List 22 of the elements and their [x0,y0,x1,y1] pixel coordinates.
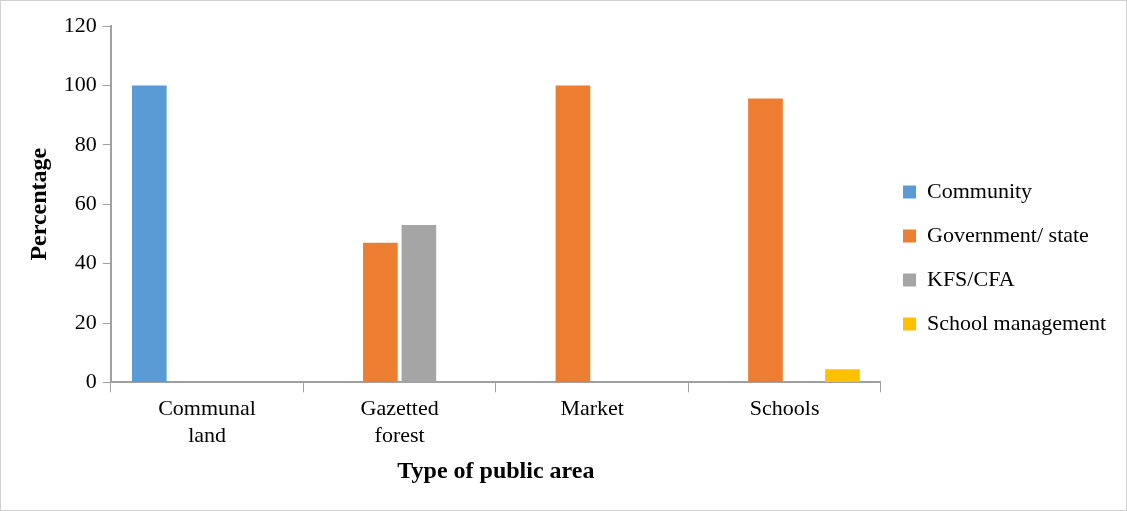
bar [131,85,167,382]
y-axis-title: Percentage [24,147,51,261]
y-tick-label: 60 [74,189,97,215]
bar [363,242,398,382]
x-axis-title: Type of public area [397,456,595,483]
x-tick-label: Gazetted forest [360,395,439,447]
x-tick-label: Market [560,395,624,421]
x-tick-label: Schools [749,395,820,421]
y-tick-label: 40 [74,249,97,275]
legend-label: School management [926,309,1107,335]
x-tick-label: Communal land [158,395,256,447]
bar [555,85,591,382]
legend-label: Community [926,177,1033,203]
bar [825,369,860,382]
legend-label: Government/ state [926,221,1089,247]
y-tick-label: 100 [63,71,97,97]
y-tick-label: 120 [63,11,97,37]
y-tick-label: 0 [85,368,97,394]
y-tick-label: 20 [74,308,97,334]
legend-label: KFS/CFA [926,265,1015,291]
bar [748,98,783,382]
y-tick-label: 80 [74,130,97,156]
